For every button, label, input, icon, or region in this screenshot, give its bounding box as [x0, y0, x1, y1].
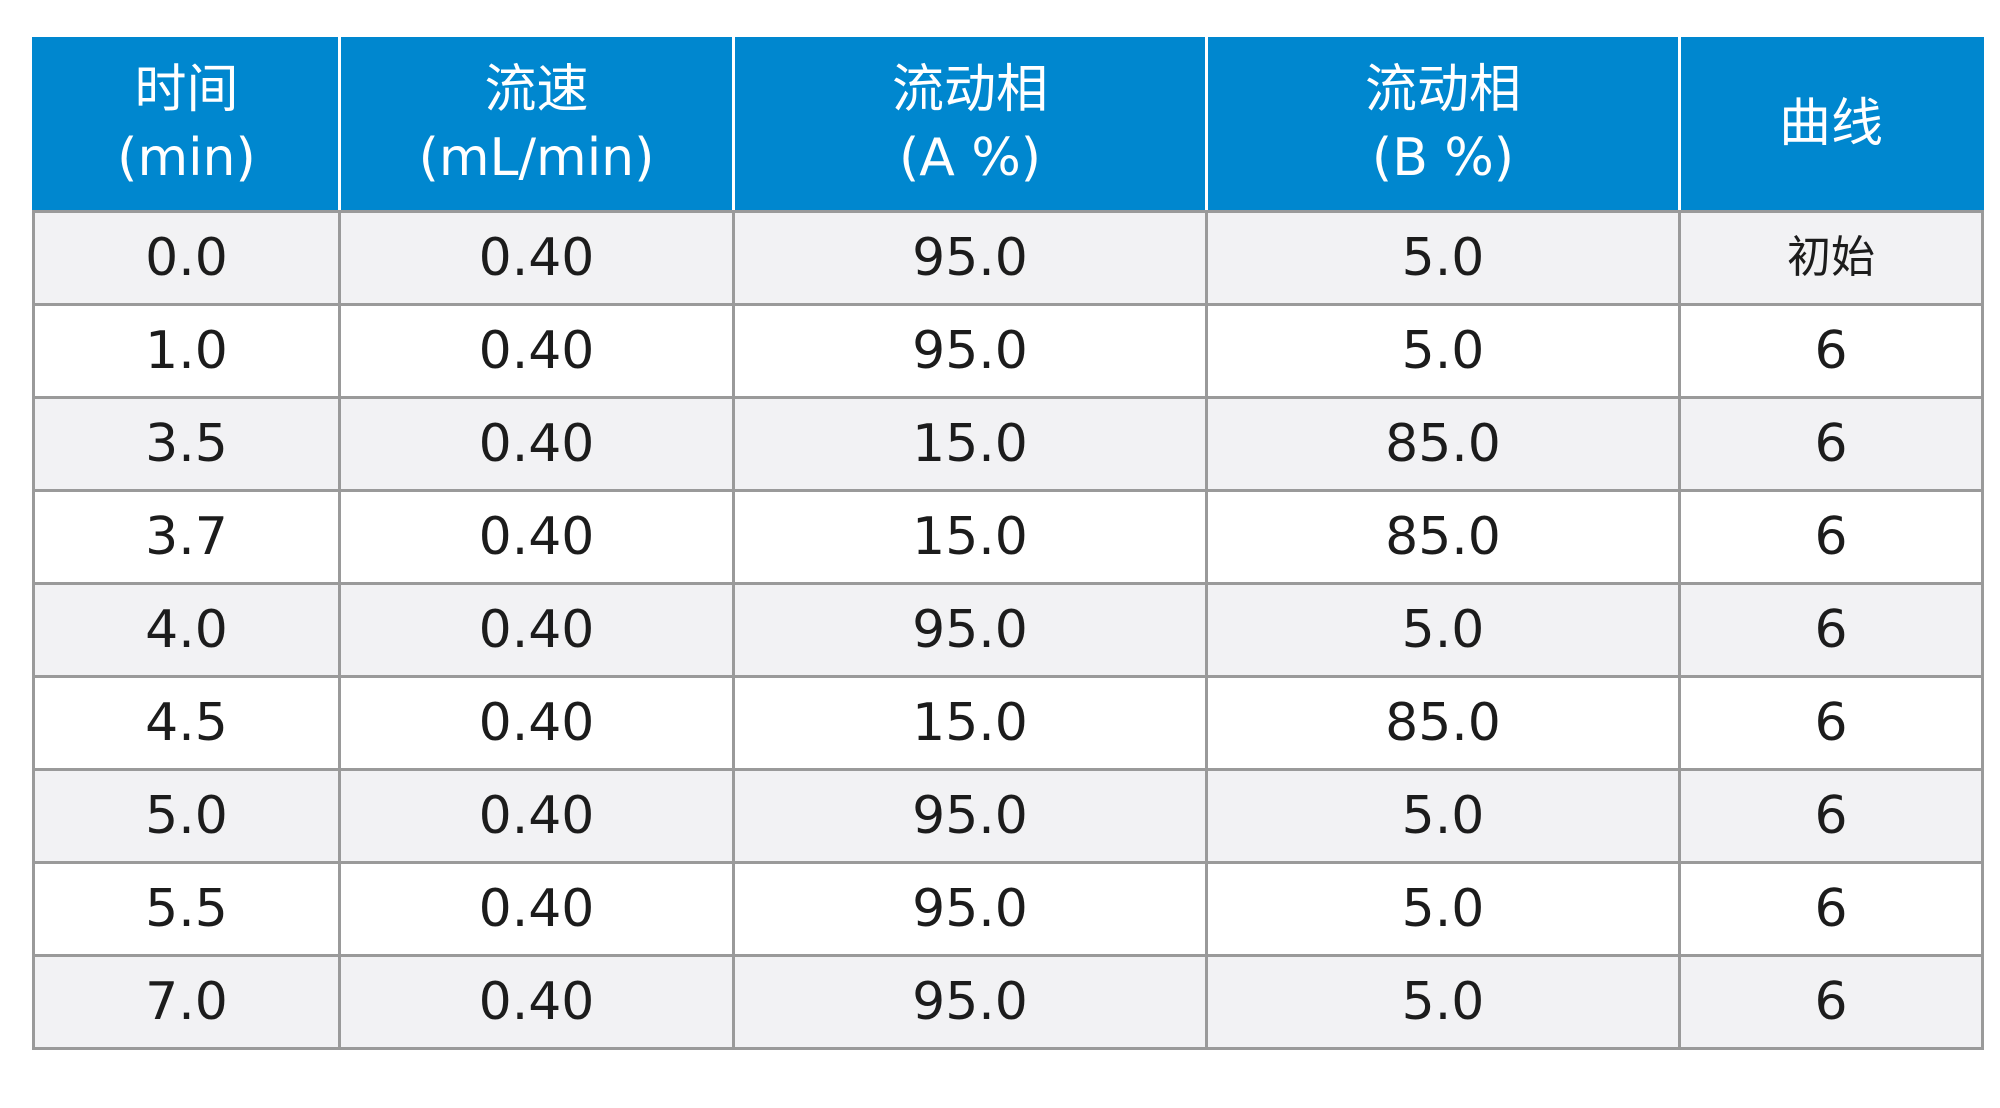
cell-phase-b: 5.0: [1205, 210, 1681, 306]
table-row: 7.0 0.40 95.0 5.0 6: [32, 954, 1984, 1050]
cell-curve: 6: [1678, 861, 1984, 957]
cell-time: 1.0: [32, 303, 341, 399]
header-mobile-phase-a-unit: (A %): [898, 128, 1042, 188]
cell-phase-a: 95.0: [732, 210, 1208, 306]
cell-phase-a: 95.0: [732, 303, 1208, 399]
header-flow-rate-label: 流速: [484, 60, 589, 121]
cell-curve: 6: [1678, 396, 1984, 492]
cell-phase-a: 15.0: [732, 675, 1208, 771]
cell-phase-a: 95.0: [732, 768, 1208, 864]
cell-flow-rate: 0.40: [338, 861, 735, 957]
header-time-label: 时间: [134, 60, 239, 121]
header-time-unit: (min): [117, 128, 256, 188]
cell-flow-rate: 0.40: [338, 210, 735, 306]
header-mobile-phase-a: 流动相 (A %): [732, 37, 1208, 213]
cell-time: 0.0: [32, 210, 341, 306]
cell-flow-rate: 0.40: [338, 768, 735, 864]
cell-phase-a: 95.0: [732, 861, 1208, 957]
cell-curve: 6: [1678, 582, 1984, 678]
cell-time: 4.5: [32, 675, 341, 771]
cell-phase-a: 15.0: [732, 396, 1208, 492]
cell-phase-b: 85.0: [1205, 489, 1681, 585]
header-flow-rate: 流速 (mL/min): [338, 37, 735, 213]
cell-time: 5.0: [32, 768, 341, 864]
table-row: 3.7 0.40 15.0 85.0 6: [32, 489, 1984, 585]
table-row: 4.5 0.40 15.0 85.0 6: [32, 675, 1984, 771]
table-row: 1.0 0.40 95.0 5.0 6: [32, 303, 1984, 399]
cell-flow-rate: 0.40: [338, 675, 735, 771]
cell-phase-a: 95.0: [732, 954, 1208, 1050]
cell-flow-rate: 0.40: [338, 489, 735, 585]
header-mobile-phase-b: 流动相 (B %): [1205, 37, 1681, 213]
cell-time: 3.7: [32, 489, 341, 585]
table-row: 0.0 0.40 95.0 5.0 初始: [32, 210, 1984, 306]
cell-time: 7.0: [32, 954, 341, 1050]
header-flow-rate-unit: (mL/min): [418, 128, 655, 188]
header-row: 时间 (min) 流速 (mL/min) 流动相 (A %) 流动相 (B %)…: [32, 37, 1984, 213]
cell-phase-b: 5.0: [1205, 303, 1681, 399]
header-curve: 曲线: [1678, 37, 1984, 213]
cell-flow-rate: 0.40: [338, 396, 735, 492]
table-row: 5.5 0.40 95.0 5.0 6: [32, 861, 1984, 957]
cell-curve: 6: [1678, 303, 1984, 399]
cell-curve: 6: [1678, 675, 1984, 771]
header-mobile-phase-a-label: 流动相: [891, 60, 1048, 121]
cell-phase-a: 15.0: [732, 489, 1208, 585]
header-mobile-phase-b-unit: (B %): [1371, 128, 1515, 188]
table-header: 时间 (min) 流速 (mL/min) 流动相 (A %) 流动相 (B %)…: [32, 37, 1984, 213]
header-curve-label: 曲线: [1778, 94, 1883, 155]
table-row: 4.0 0.40 95.0 5.0 6: [32, 582, 1984, 678]
cell-time: 3.5: [32, 396, 341, 492]
cell-phase-b: 85.0: [1205, 675, 1681, 771]
table-body: 0.0 0.40 95.0 5.0 初始 1.0 0.40 95.0 5.0 6…: [32, 210, 1984, 1050]
gradient-table: 时间 (min) 流速 (mL/min) 流动相 (A %) 流动相 (B %)…: [32, 37, 1984, 1050]
cell-flow-rate: 0.40: [338, 954, 735, 1050]
cell-phase-b: 5.0: [1205, 768, 1681, 864]
cell-phase-b: 5.0: [1205, 954, 1681, 1050]
cell-phase-b: 85.0: [1205, 396, 1681, 492]
cell-phase-b: 5.0: [1205, 582, 1681, 678]
table-row: 3.5 0.40 15.0 85.0 6: [32, 396, 1984, 492]
cell-curve: 6: [1678, 768, 1984, 864]
cell-curve: 初始: [1678, 210, 1984, 306]
cell-flow-rate: 0.40: [338, 582, 735, 678]
cell-curve: 6: [1678, 489, 1984, 585]
cell-phase-a: 95.0: [732, 582, 1208, 678]
header-time: 时间 (min): [32, 37, 341, 213]
cell-flow-rate: 0.40: [338, 303, 735, 399]
cell-curve: 6: [1678, 954, 1984, 1050]
cell-time: 4.0: [32, 582, 341, 678]
table-row: 5.0 0.40 95.0 5.0 6: [32, 768, 1984, 864]
cell-phase-b: 5.0: [1205, 861, 1681, 957]
cell-time: 5.5: [32, 861, 341, 957]
header-mobile-phase-b-label: 流动相: [1364, 60, 1521, 121]
